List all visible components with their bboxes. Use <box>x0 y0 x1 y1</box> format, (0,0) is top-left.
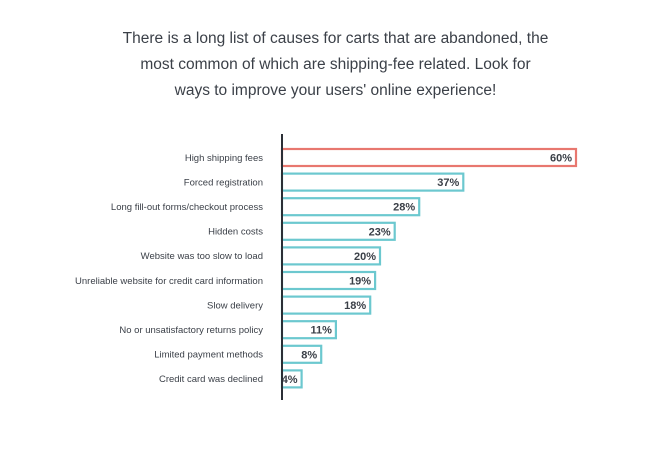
value-label-2: 28% <box>393 202 415 214</box>
value-label-7: 11% <box>310 325 332 337</box>
value-label-4: 20% <box>354 251 376 263</box>
category-label-9: Credit card was declined <box>159 374 263 385</box>
intro-line-2: most common of which are shipping-fee re… <box>140 56 531 73</box>
category-label-3: Hidden costs <box>208 227 263 238</box>
value-label-5: 19% <box>349 276 371 288</box>
value-label-9: 4% <box>282 374 298 386</box>
value-label-6: 18% <box>344 300 366 312</box>
category-label-8: Limited payment methods <box>154 350 263 361</box>
category-label-4: Website was too slow to load <box>141 251 263 262</box>
intro-line-3: ways to improve your users' online exper… <box>174 82 497 99</box>
intro-text: There is a long list of causes for carts… <box>0 26 671 104</box>
intro-line-1: There is a long list of causes for carts… <box>122 30 549 47</box>
category-label-5: Unreliable website for credit card infor… <box>75 276 263 287</box>
bar-1 <box>280 172 465 192</box>
category-label-0: High shipping fees <box>185 153 263 164</box>
value-label-1: 37% <box>437 177 459 189</box>
value-label-3: 23% <box>369 226 391 238</box>
value-label-0: 60% <box>550 153 572 165</box>
bar-0 <box>280 147 578 168</box>
value-label-8: 8% <box>301 349 317 361</box>
category-label-1: Forced registration <box>184 177 263 188</box>
category-label-6: Slow delivery <box>207 300 263 311</box>
category-label-7: No or unsatisfactory returns policy <box>119 325 263 336</box>
category-label-2: Long fill-out forms/checkout process <box>111 202 263 213</box>
